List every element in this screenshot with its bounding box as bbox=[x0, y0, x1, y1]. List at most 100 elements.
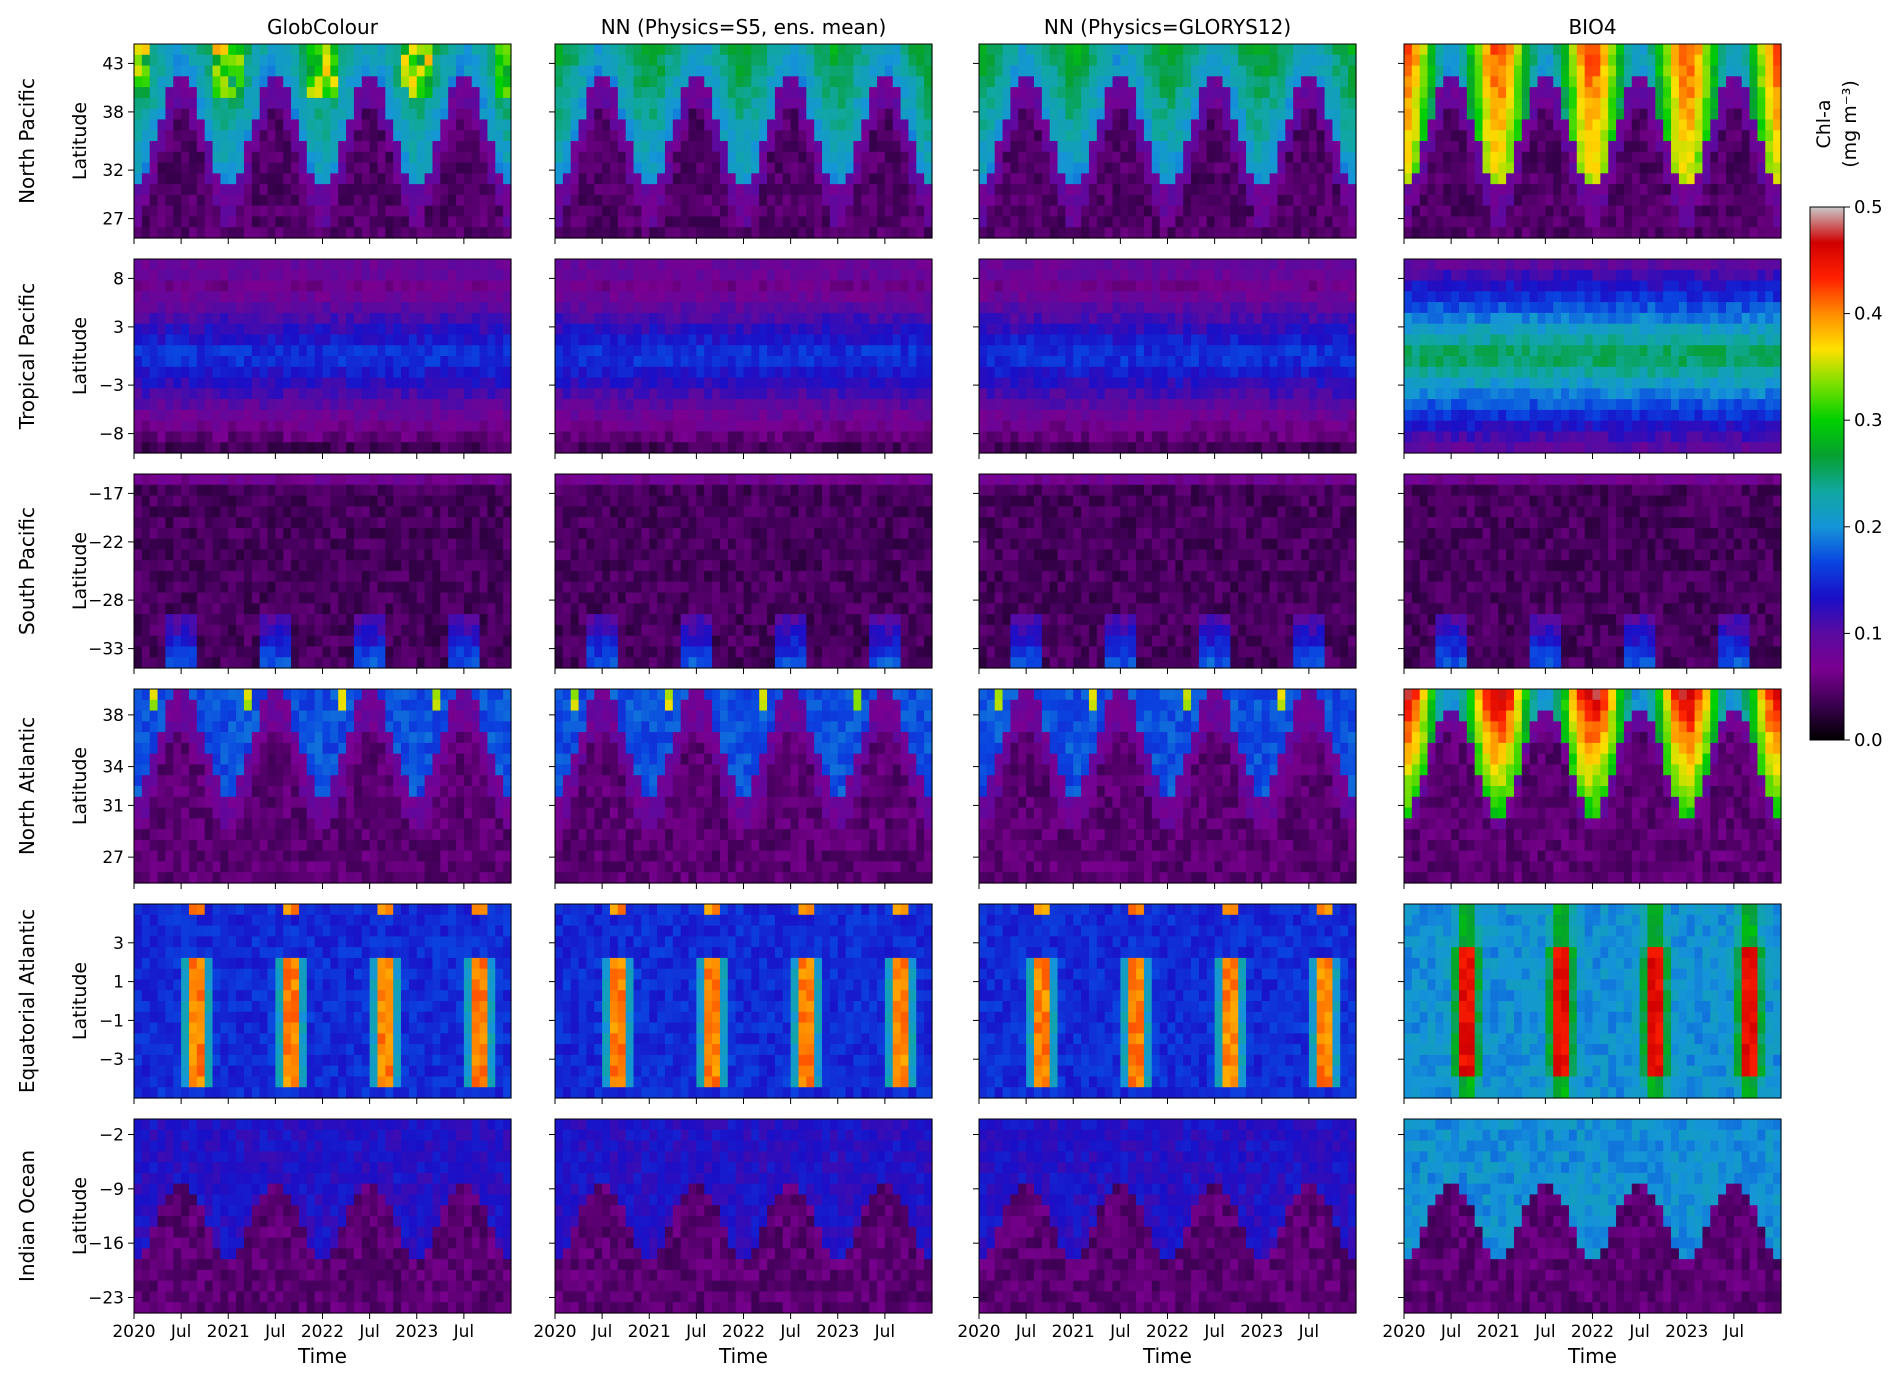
heatmap-cell bbox=[157, 269, 167, 282]
heatmap-cell bbox=[338, 54, 347, 67]
heatmap-cell bbox=[594, 259, 603, 271]
heatmap-cell bbox=[1088, 216, 1098, 228]
heatmap-cell bbox=[570, 420, 580, 433]
heatmap-cell bbox=[487, 291, 496, 303]
heatmap-cell bbox=[1104, 97, 1114, 110]
heatmap-cell bbox=[1018, 108, 1027, 121]
heatmap-cell bbox=[228, 97, 237, 110]
heatmap-cell bbox=[456, 119, 465, 131]
heatmap-cell bbox=[751, 130, 760, 142]
heatmap-cell bbox=[924, 87, 933, 99]
heatmap-cell bbox=[432, 184, 441, 196]
heatmap-cell bbox=[1545, 205, 1554, 218]
heatmap-cell bbox=[1120, 205, 1129, 218]
heatmap-cell bbox=[861, 227, 870, 239]
heatmap-cell bbox=[712, 76, 721, 88]
heatmap-cell bbox=[1576, 130, 1586, 142]
heatmap-cell bbox=[1553, 151, 1562, 164]
heatmap-cell bbox=[1584, 130, 1594, 142]
heatmap-cell bbox=[385, 399, 394, 411]
heatmap-cell bbox=[479, 162, 489, 174]
heatmap-cell bbox=[463, 65, 473, 77]
heatmap-cell bbox=[314, 87, 324, 99]
heatmap-cell bbox=[1332, 119, 1341, 131]
heatmap-cell bbox=[869, 194, 878, 207]
heatmap-cell bbox=[759, 119, 768, 131]
heatmap-cell bbox=[471, 399, 481, 411]
heatmap-cell bbox=[1639, 162, 1649, 174]
heatmap-cell bbox=[1584, 97, 1594, 110]
heatmap-cell bbox=[1506, 65, 1515, 77]
heatmap-cell bbox=[712, 334, 721, 346]
heatmap-cell bbox=[1230, 141, 1239, 153]
heatmap-cell bbox=[1301, 173, 1310, 185]
heatmap-cell bbox=[1324, 227, 1334, 239]
heatmap-cell bbox=[432, 227, 441, 239]
heatmap-cell bbox=[908, 227, 917, 239]
heatmap-cell bbox=[1537, 87, 1546, 99]
heatmap-cell bbox=[1749, 184, 1759, 196]
heatmap-cell bbox=[1545, 97, 1554, 110]
heatmap-cell bbox=[798, 291, 807, 303]
heatmap-cell bbox=[440, 366, 449, 379]
heatmap-cell bbox=[649, 356, 658, 368]
heatmap-cell bbox=[1733, 76, 1743, 88]
heatmap-cell bbox=[1183, 216, 1192, 228]
heatmap-cell bbox=[1616, 76, 1625, 88]
heatmap-cell bbox=[1285, 108, 1294, 121]
heatmap-cell bbox=[1316, 141, 1326, 153]
heatmap-cell bbox=[165, 269, 174, 282]
heatmap-cell bbox=[1285, 97, 1294, 110]
heatmap-cell bbox=[672, 97, 682, 110]
heatmap-cell bbox=[586, 76, 595, 88]
heatmap-cell bbox=[236, 280, 245, 292]
heatmap-cell bbox=[774, 141, 784, 153]
heatmap-cell bbox=[986, 162, 996, 174]
heatmap-cell bbox=[767, 184, 776, 196]
heatmap-cell bbox=[1324, 97, 1334, 110]
heatmap-cell bbox=[338, 184, 347, 196]
heatmap-cell bbox=[664, 108, 674, 121]
heatmap-cell bbox=[424, 216, 434, 228]
heatmap-cell bbox=[774, 442, 784, 454]
heatmap-cell bbox=[814, 216, 823, 228]
heatmap-cell bbox=[471, 173, 481, 185]
heatmap-cell bbox=[994, 162, 1004, 174]
heatmap-cell bbox=[1765, 227, 1774, 239]
heatmap-cell bbox=[602, 97, 611, 110]
heatmap-cell bbox=[641, 76, 650, 88]
heatmap-cell bbox=[424, 399, 434, 411]
heatmap-cell bbox=[1694, 173, 1704, 185]
heatmap-cell bbox=[401, 87, 410, 99]
heatmap-cell bbox=[617, 76, 627, 88]
heatmap-cell bbox=[471, 119, 481, 131]
heatmap-cell bbox=[672, 54, 682, 67]
heatmap-cell bbox=[719, 377, 729, 389]
heatmap-cell bbox=[680, 399, 690, 411]
heatmap-cell bbox=[306, 280, 316, 292]
heatmap-cell bbox=[1332, 97, 1341, 110]
heatmap-cell bbox=[625, 184, 635, 196]
heatmap-cell bbox=[283, 356, 292, 368]
heatmap-cell bbox=[243, 76, 253, 88]
heatmap-cell bbox=[1553, 194, 1562, 207]
heatmap-cell bbox=[1404, 162, 1413, 174]
heatmap-cell bbox=[330, 54, 339, 67]
heatmap-cell bbox=[1191, 173, 1200, 185]
heatmap-cell bbox=[267, 302, 276, 314]
heatmap-cell bbox=[1340, 54, 1349, 67]
heatmap-cell bbox=[220, 269, 229, 282]
heatmap-cell bbox=[806, 334, 815, 346]
heatmap-cell bbox=[149, 269, 159, 282]
heatmap-cell bbox=[916, 216, 925, 228]
heatmap-cell bbox=[1458, 65, 1468, 77]
heatmap-cell bbox=[275, 366, 284, 379]
heatmap-cell bbox=[1128, 97, 1137, 110]
heatmap-cell bbox=[401, 377, 410, 389]
heatmap-cell bbox=[837, 119, 847, 131]
heatmap-cell bbox=[1269, 97, 1279, 110]
heatmap-cell bbox=[1490, 205, 1499, 218]
heatmap-cell bbox=[1096, 173, 1106, 185]
heatmap-cell bbox=[884, 141, 894, 153]
heatmap-cell bbox=[1411, 194, 1421, 207]
